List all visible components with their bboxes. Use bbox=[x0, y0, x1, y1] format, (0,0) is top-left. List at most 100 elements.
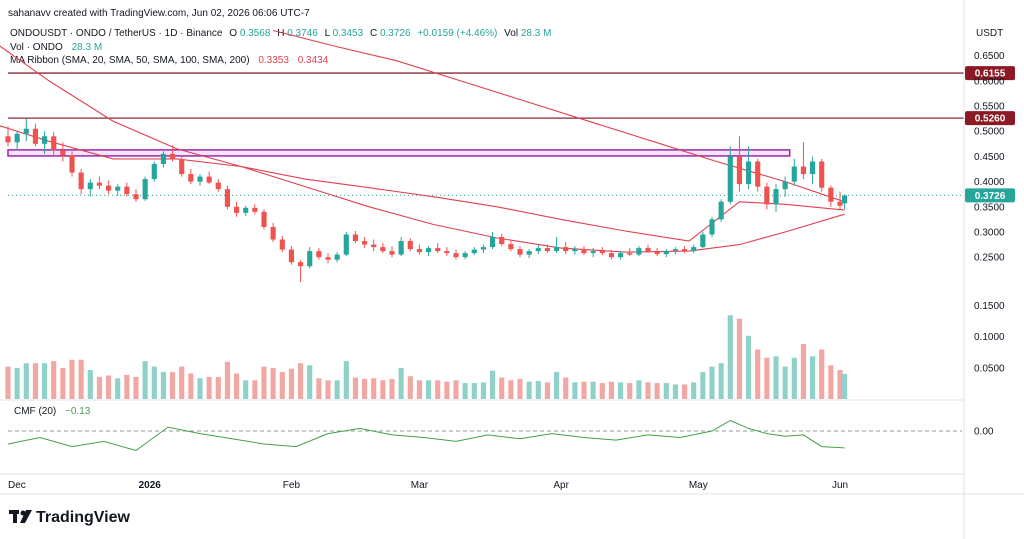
ribbon-label: MA Ribbon (SMA, 20, SMA, 50, SMA, 100, S… bbox=[10, 55, 250, 66]
candle-body bbox=[316, 251, 322, 258]
volume-bar bbox=[279, 372, 285, 399]
candle-body bbox=[133, 194, 139, 200]
candle-body bbox=[224, 189, 231, 207]
candle-body bbox=[718, 201, 724, 220]
volume-bar bbox=[489, 370, 496, 399]
level-price-tag bbox=[965, 66, 1015, 81]
candle-body bbox=[160, 153, 167, 164]
volume-bar bbox=[654, 383, 660, 399]
volume-bar bbox=[151, 366, 157, 399]
ohlc-c-value: 0.3726 bbox=[380, 28, 411, 39]
volume-bar bbox=[627, 383, 633, 399]
volume-bar bbox=[453, 380, 459, 399]
volume-bar bbox=[87, 370, 93, 399]
volume-layer bbox=[5, 315, 848, 399]
candle-body bbox=[599, 251, 605, 254]
candle-body bbox=[343, 234, 349, 255]
ohlc-o-label: O bbox=[229, 28, 237, 39]
volume-bar bbox=[745, 335, 752, 399]
time-tick-label: Mar bbox=[411, 480, 429, 491]
time-tick-label: Jun bbox=[832, 480, 848, 491]
vol-value: 28.3 M bbox=[521, 28, 552, 39]
candle-body bbox=[243, 207, 249, 213]
candles-layer bbox=[5, 118, 848, 283]
volume-bar bbox=[636, 380, 642, 399]
volume-bar bbox=[288, 368, 295, 399]
price-tick-label: 0.4000 bbox=[974, 177, 1005, 188]
volume-bar bbox=[407, 376, 413, 399]
price-tick-label: 0.3000 bbox=[974, 227, 1005, 238]
volume-bar bbox=[243, 380, 249, 399]
currency-label: USDT bbox=[976, 28, 1003, 39]
candle-body bbox=[252, 207, 258, 212]
candle-body bbox=[41, 136, 48, 144]
time-tick-label: Feb bbox=[283, 480, 301, 491]
volume-bar bbox=[51, 361, 57, 399]
ohlc-c-label: C bbox=[370, 28, 377, 39]
volume-bar bbox=[124, 374, 130, 399]
ribbon-value-2: 0.3434 bbox=[298, 55, 329, 66]
volume-bar bbox=[672, 384, 679, 399]
volume-bar bbox=[352, 377, 359, 399]
candle-body bbox=[499, 237, 505, 245]
candle-body bbox=[736, 156, 743, 185]
candle-body bbox=[819, 161, 825, 188]
price-tick-label: 0.3500 bbox=[974, 202, 1005, 213]
candle-body bbox=[791, 166, 797, 182]
volume-bar bbox=[435, 380, 441, 399]
vol-line-value: 28.3 M bbox=[72, 42, 103, 53]
volume-bar bbox=[105, 375, 112, 399]
candle-body bbox=[444, 251, 450, 254]
candle-body bbox=[69, 155, 75, 173]
symbol-label: ONDOUSDT · ONDO / TetherUS · 1D · Binanc… bbox=[10, 28, 223, 39]
candle-body bbox=[453, 253, 459, 258]
tradingview-logo[interactable]: TradingView bbox=[9, 509, 131, 526]
volume-bar bbox=[480, 382, 487, 399]
cmf-value: −0.13 bbox=[65, 406, 91, 417]
candle-body bbox=[764, 186, 770, 205]
volume-bar bbox=[782, 366, 788, 399]
volume-bar bbox=[179, 366, 185, 399]
candle-body bbox=[96, 182, 103, 186]
ohlc-l-value: 0.3453 bbox=[333, 28, 364, 39]
ma-line-100 bbox=[0, 45, 845, 253]
volume-bar bbox=[800, 344, 807, 399]
volume-bar bbox=[380, 380, 386, 399]
candle-body bbox=[841, 195, 848, 204]
candle-body bbox=[169, 153, 176, 159]
volume-bar bbox=[617, 382, 624, 399]
candle-body bbox=[352, 234, 359, 242]
level-price-tag bbox=[965, 111, 1015, 126]
candle-body bbox=[508, 244, 514, 250]
volume-bar bbox=[841, 373, 848, 399]
price-tick-label: 0.4500 bbox=[974, 152, 1005, 163]
svg-text:MA Ribbon (SMA, 20, SMA, 50, S: MA Ribbon (SMA, 20, SMA, 50, SMA, 100, S… bbox=[10, 55, 329, 66]
volume-bar bbox=[160, 372, 167, 399]
tradingview-logo-icon bbox=[9, 510, 32, 523]
cmf-legend: CMF (20) −0.13 bbox=[14, 406, 91, 417]
candle-body bbox=[87, 182, 93, 190]
candle-body bbox=[535, 248, 541, 252]
volume-bar bbox=[700, 372, 706, 399]
candle-body bbox=[608, 253, 615, 258]
volume-bar bbox=[499, 377, 505, 399]
ma-line-50 bbox=[0, 125, 845, 242]
candle-body bbox=[425, 248, 432, 253]
ribbon-value-1: 0.3353 bbox=[258, 55, 289, 66]
volume-bar bbox=[535, 380, 541, 399]
volume-bar bbox=[764, 357, 770, 399]
candle-body bbox=[206, 176, 212, 183]
level-price-tag-label: 0.6155 bbox=[975, 69, 1006, 80]
ohlc-h-label: H bbox=[277, 28, 284, 39]
candle-body bbox=[371, 244, 377, 248]
candle-body bbox=[563, 247, 569, 252]
candle-body bbox=[800, 166, 807, 175]
candle-body bbox=[407, 241, 413, 250]
volume-bar bbox=[96, 376, 103, 399]
volume-bar bbox=[837, 370, 843, 399]
volume-bar bbox=[773, 356, 779, 399]
price-tick-label: 0.5000 bbox=[974, 127, 1005, 138]
change-value: +0.0159 (+4.46%) bbox=[417, 28, 497, 39]
